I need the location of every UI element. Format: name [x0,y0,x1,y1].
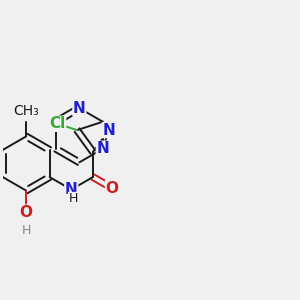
Text: N: N [73,101,86,116]
Text: N: N [65,182,78,197]
Text: H: H [68,193,78,206]
Text: H: H [22,224,31,237]
Text: CH₃: CH₃ [13,104,39,118]
Text: N: N [96,141,109,156]
Text: O: O [20,205,33,220]
Text: N: N [103,123,115,138]
Text: Cl: Cl [49,116,66,131]
Text: O: O [106,181,118,196]
